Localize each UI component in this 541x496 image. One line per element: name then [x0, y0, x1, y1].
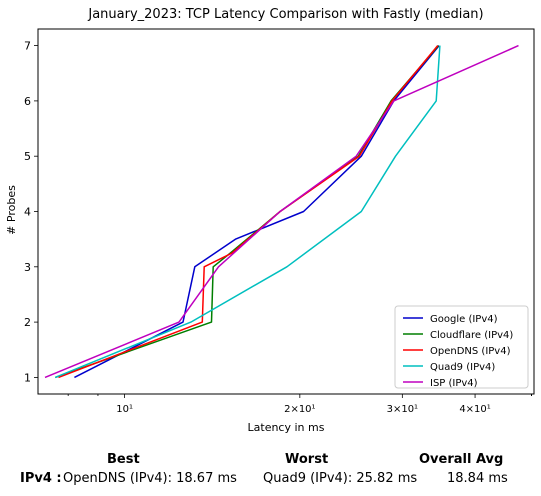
legend-label-1: Google (IPv4)	[430, 314, 498, 325]
best-value: OpenDNS (IPv4): 18.67 ms	[63, 471, 237, 486]
chart-title: January_2023: TCP Latency Comparison wit…	[87, 7, 483, 22]
legend-label-3: OpenDNS (IPv4)	[430, 346, 511, 357]
series-line-2	[54, 45, 439, 379]
x-tick-label: 4×10¹	[459, 404, 490, 415]
series-line-1	[74, 45, 440, 379]
y-tick-label: 4	[24, 206, 31, 219]
x-tick-label: 2×10¹	[284, 404, 315, 415]
series-line-3	[58, 45, 439, 379]
best-header: Best	[107, 452, 140, 467]
y-axis-label: # Probes	[5, 185, 18, 235]
plot-area: 10¹ 2×10¹ 3×10¹ 4×10¹ 1 2 3 4 5 6 7 Google (IPv4) Cl…	[24, 28, 535, 415]
series-line-5	[44, 44, 519, 379]
worst-header: Worst	[285, 452, 329, 467]
legend-box	[394, 305, 529, 389]
legend-label-4: Quad9 (IPv4)	[430, 362, 495, 373]
row-label: IPv4 :	[20, 471, 62, 486]
series-line-4	[54, 45, 441, 379]
overall-avg-value: 18.84 ms	[447, 471, 508, 486]
latency-chart: January_2023: TCP Latency Comparison wit…	[5, 7, 535, 434]
y-tick-label: 7	[24, 40, 31, 53]
overall-avg-header: Overall Avg	[419, 452, 504, 467]
y-tick-label: 5	[24, 150, 31, 163]
y-tick-label: 6	[24, 95, 31, 108]
y-tick-label: 1	[24, 371, 31, 384]
y-tick-label: 3	[24, 261, 31, 274]
worst-value: Quad9 (IPv4): 25.82 ms	[263, 471, 418, 486]
summary-table: Best Worst Overall Avg IPv4 : OpenDNS (I…	[0, 450, 541, 496]
legend-label-5: ISP (IPv4)	[430, 378, 478, 389]
legend-label-2: Cloudflare (IPv4)	[430, 330, 513, 341]
y-tick-label: 2	[24, 316, 31, 329]
x-axis-label: Latency in ms	[248, 421, 325, 434]
x-tick-label: 3×10¹	[387, 404, 418, 415]
x-tick-label: 10¹	[116, 404, 133, 415]
